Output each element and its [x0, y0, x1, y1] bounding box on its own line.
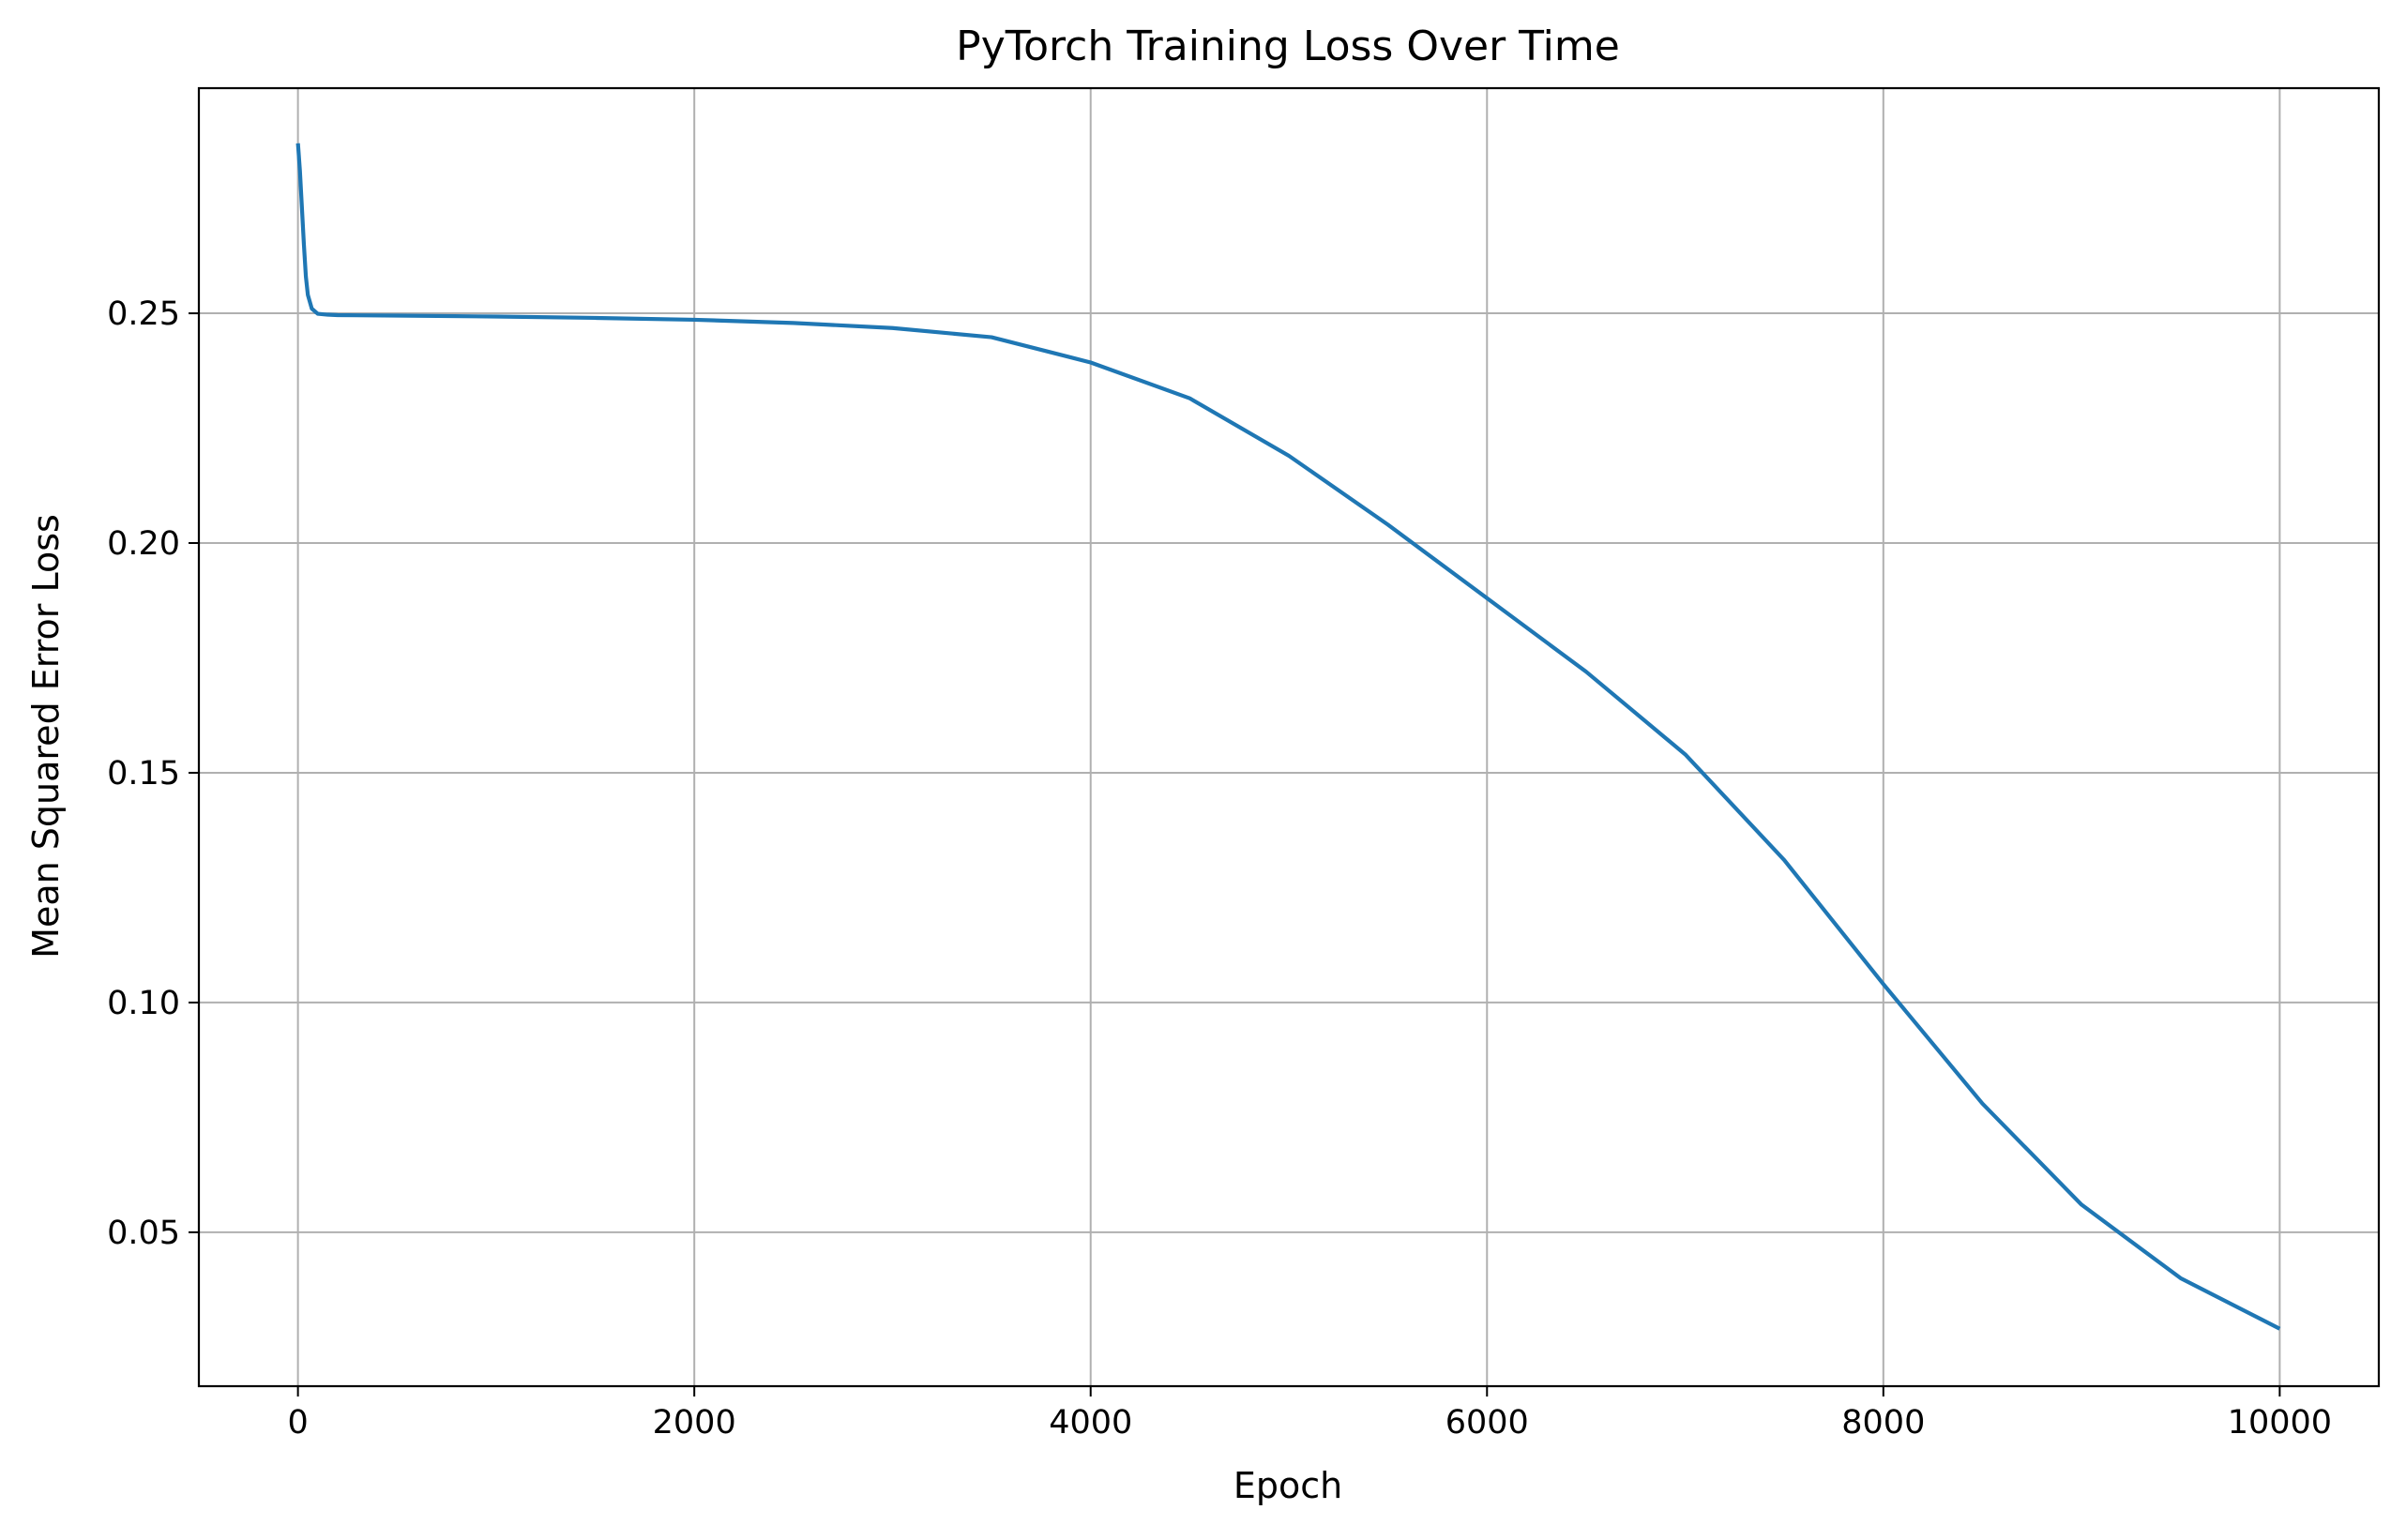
x-tick-label: 6000 [1445, 1404, 1529, 1442]
x-tick-label: 8000 [1841, 1404, 1925, 1442]
y-tick-label: 0.15 [107, 755, 180, 793]
x-tick-label: 2000 [653, 1404, 736, 1442]
series-line [295, 143, 2281, 1331]
grid-lines [199, 88, 2379, 1386]
y-tick-label: 0.25 [107, 295, 180, 333]
chart-title: PyTorch Training Loss Over Time [956, 23, 1620, 70]
tick-layer: 0 2000 4000 6000 8000 10000 0.05 0.10 0.15 0.20 0.… [107, 295, 2332, 1442]
y-tick-label: 0.10 [107, 985, 180, 1022]
series-layer [295, 143, 2281, 1331]
y-tick-label: 0.05 [107, 1215, 180, 1252]
y-axis-label: Mean Squared Error Loss [25, 514, 67, 959]
y-tick-label: 0.20 [107, 525, 180, 563]
plot-frame [197, 86, 2381, 1388]
x-tick-label: 10000 [2228, 1404, 2332, 1442]
x-axis-label: Epoch [1233, 1465, 1342, 1506]
x-tick-label: 0 [287, 1404, 308, 1442]
x-tick-label: 4000 [1049, 1404, 1132, 1442]
